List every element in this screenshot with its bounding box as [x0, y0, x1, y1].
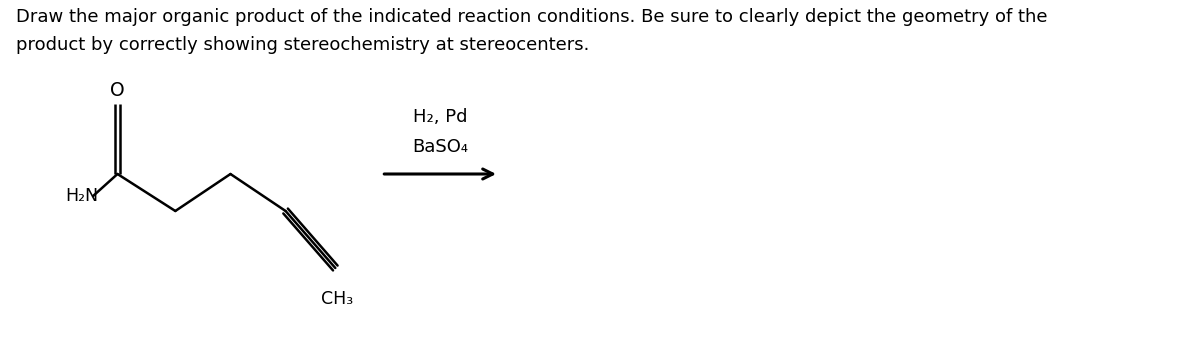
- Text: H₂, Pd: H₂, Pd: [413, 108, 467, 126]
- Text: BaSO₄: BaSO₄: [412, 138, 468, 156]
- Text: Draw the major organic product of the indicated reaction conditions. Be sure to : Draw the major organic product of the in…: [17, 8, 1048, 26]
- Text: O: O: [110, 81, 125, 100]
- Text: H₂N: H₂N: [65, 187, 98, 205]
- Text: CH₃: CH₃: [320, 290, 353, 308]
- Text: product by correctly showing stereochemistry at stereocenters.: product by correctly showing stereochemi…: [17, 36, 589, 54]
